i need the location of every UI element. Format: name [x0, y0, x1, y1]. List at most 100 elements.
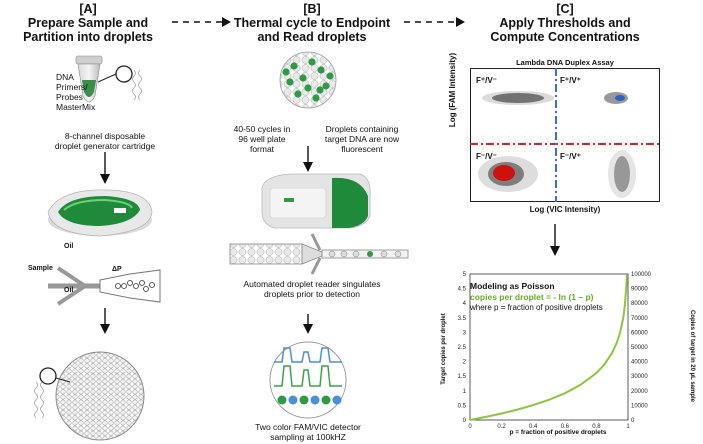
tube-label-mastermix: MasterMix [56, 102, 96, 112]
y2-tick-label: 0 [631, 418, 635, 424]
poisson-ylabel: Target copies per droplet [441, 313, 447, 385]
dashed-arrow-b-c [404, 17, 465, 27]
x-tick-label: 0.4 [529, 424, 538, 430]
reader-line1: Automated droplet reader singulates [243, 279, 381, 289]
panel-a-header: [A] Prepare Sample and Partition into dr… [8, 2, 168, 44]
tube-label-primers: Primers/ [56, 82, 88, 92]
cluster-double-negative [478, 156, 538, 192]
y2-tick-label: 90000 [631, 287, 648, 293]
droplet-reader-icon [261, 173, 371, 229]
y2-tick-label: 50000 [631, 345, 648, 351]
x-tick-label: 0.8 [592, 424, 601, 430]
quadrant-fpos-vpos: F⁺/V⁺ [560, 76, 581, 85]
poisson-note: where p = fraction of positive droplets [470, 303, 603, 312]
singulation-channel-icon [229, 233, 409, 275]
arrow-b1 [303, 146, 313, 172]
poisson-curve [469, 275, 628, 421]
cartridge-line2: droplet generator cartridge [54, 141, 156, 151]
cycles-line3: format [249, 144, 275, 154]
fluorescent-droplets-icon [279, 51, 337, 109]
y-tick-label: 3 [463, 330, 467, 336]
cluster-fam-positive [482, 91, 554, 105]
y2-tick-label: 100000 [631, 272, 652, 278]
y2-tick-label: 40000 [631, 360, 648, 366]
y-tick-label: 2 [463, 360, 467, 366]
y-tick-label: 1 [463, 389, 467, 395]
x-tick-label: 0 [468, 424, 472, 430]
y2-tick-label: 60000 [631, 330, 648, 336]
cartridge-line1: 8-channel disposable [64, 131, 146, 141]
arrow-b2 [303, 314, 313, 334]
panel-b-title-line1: Thermal cycle to Endpoint [233, 16, 391, 30]
scatter-title: Lambda DNA Duplex Assay [516, 58, 614, 67]
y-tick-label: 0.5 [458, 403, 467, 409]
y2-tick-label: 30000 [631, 374, 648, 380]
tube-label-probes: Probes [56, 92, 83, 102]
x-tick-label: 0.6 [561, 424, 570, 430]
panel-c-title-line1: Apply Thresholds and [499, 16, 631, 30]
label-sample: Sample [28, 265, 53, 272]
fluorescent-caption: Droplets containing target DNA are now f… [314, 124, 410, 154]
fluor-line3: fluorescent [341, 144, 383, 154]
cartridge-caption: 8-channel disposable droplet generator c… [30, 131, 180, 151]
quadrant-fpos-vneg: F⁺/V⁻ [476, 76, 497, 85]
panel-c-header: [C] Apply Thresholds and Compute Concent… [460, 2, 670, 44]
panel-a-title-line1: Prepare Sample and [27, 16, 149, 30]
sample-tube-icon [75, 55, 142, 103]
tube-label-dna: DNA [56, 72, 74, 82]
reader-line2: droplets prior to detection [264, 289, 360, 299]
arrow-a2 [100, 308, 110, 334]
label-delta-p: ΔP [112, 266, 122, 273]
label-oil-bottom: Oil [64, 287, 74, 294]
y-tick-label: 5 [463, 272, 467, 278]
y2-tick-label: 70000 [631, 316, 648, 322]
reader-caption: Automated droplet reader singulates drop… [232, 279, 392, 299]
detector-caption: Two color FAM/VIC detector sampling at 1… [238, 422, 378, 442]
panel-b-graphics [229, 51, 409, 419]
poisson-y2label: Copies of target in 20 µL sample [689, 309, 695, 403]
cycles-caption: 40-50 cycles in 96 well plate format [226, 124, 298, 154]
droplet-scatter-plot [470, 68, 660, 202]
poisson-formula: copies per droplet = - ln (1 – p) [470, 292, 594, 302]
detector-line1: Two color FAM/VIC detector [255, 422, 361, 432]
cycles-line2: 96 well plate [238, 134, 286, 144]
panel-b-letter: [B] [303, 2, 321, 16]
panel-a-graphics [34, 152, 161, 441]
fluor-line1: Droplets containing [325, 124, 399, 134]
y-tick-label: 0 [463, 418, 467, 424]
panel-b-header: [B] Thermal cycle to Endpoint and Read d… [222, 2, 402, 44]
droplet-generator-icon [47, 189, 153, 237]
panel-a-letter: [A] [79, 2, 97, 16]
panel-c-title-line2: Compute Concentrations [490, 30, 640, 44]
panel-b-title-line2: and Read droplets [257, 30, 367, 44]
scatter-xlabel: Log (VIC Intensity) [529, 205, 601, 214]
y-tick-label: 1.5 [458, 374, 467, 380]
panel-a-title-line2: Partition into droplets [23, 30, 153, 44]
poisson-chart: 0 0.5 1 1.5 2 2.5 3 3.5 4 4.5 5 0 10000 20000 30000 40… [458, 272, 652, 430]
detector-line2: sampling at 100kHZ [270, 432, 346, 442]
y2-tick-label: 80000 [631, 301, 648, 307]
x-tick-label: 1 [626, 424, 630, 430]
y2-tick-label: 10000 [631, 403, 648, 409]
y2-tick-label: 20000 [631, 389, 648, 395]
detector-signal-icon [269, 341, 347, 419]
cluster-double-positive [604, 92, 628, 104]
panel-c-letter: [C] [556, 2, 574, 16]
poisson-xlabel: p = fraction of positive droplets [509, 429, 607, 436]
y-tick-label: 4 [463, 301, 467, 307]
tube-reagents-label: DNA Primers/ Probes MasterMix [56, 72, 96, 112]
arrow-c1 [550, 224, 560, 256]
label-oil-top: Oil [64, 243, 74, 250]
droplet-emulsion-icon [34, 351, 145, 441]
x-tick-label: 0.2 [497, 424, 506, 430]
fluor-line2: target DNA are now [324, 134, 400, 144]
quadrant-fneg-vpos: F⁻/V⁺ [560, 152, 581, 161]
dashed-arrow-a-b [172, 17, 231, 27]
header-dashed-arrows [172, 17, 465, 27]
y-tick-label: 3.5 [458, 316, 467, 322]
junction-diagram-icon [48, 266, 161, 306]
arrow-a1 [100, 152, 110, 184]
y-tick-label: 2.5 [458, 345, 467, 351]
scatter-ylabel: Log (FAM Intensity) [448, 52, 457, 128]
cycles-line1: 40-50 cycles in [233, 124, 291, 134]
